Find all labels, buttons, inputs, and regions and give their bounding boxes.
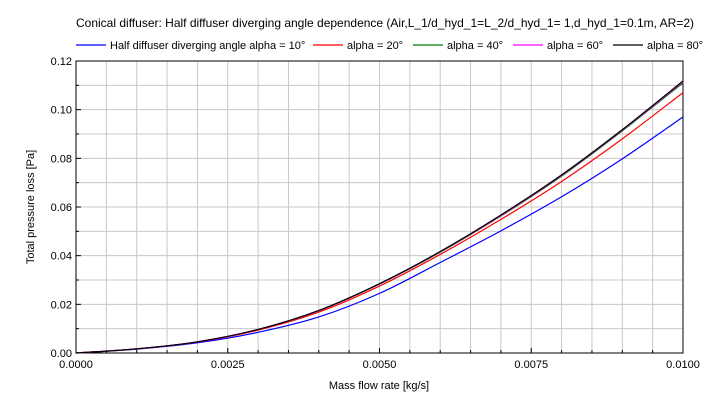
y-tick-label: 0.08 <box>51 153 72 165</box>
y-tick-label: 0.00 <box>51 348 72 360</box>
y-tick-label: 0.02 <box>51 299 72 311</box>
legend-label-3: alpha = 60° <box>547 40 603 52</box>
series-lines <box>75 80 684 354</box>
legend: Half diffuser diverging angle alpha = 10… <box>76 40 703 52</box>
x-tick-label: 0.0075 <box>514 359 548 371</box>
legend-label-4: alpha = 80° <box>647 40 703 52</box>
x-tick-label: 0.0025 <box>211 359 245 371</box>
y-tick-label: 0.06 <box>51 202 72 214</box>
chart-title: Conical diffuser: Half diffuser divergin… <box>76 16 694 30</box>
series-line-4 <box>75 80 684 354</box>
y-tick-label: 0.04 <box>51 251 72 263</box>
series-line-0 <box>75 116 684 354</box>
legend-label-0: Half diffuser diverging angle alpha = 10… <box>110 40 305 52</box>
x-tick-label: 0.0050 <box>363 359 397 371</box>
y-axis: 0.00 0.02 0.04 0.06 0.08 0.10 0.12 <box>51 56 81 360</box>
x-axis-label: Mass flow rate [kg/s] <box>329 380 429 392</box>
x-axis: 0.0000 0.0025 0.0050 0.0075 0.0100 <box>59 348 700 371</box>
legend-label-1: alpha = 20° <box>347 40 403 52</box>
x-tick-label: 0.0100 <box>666 359 700 371</box>
y-axis-label: Total pressure loss [Pa] <box>25 150 37 264</box>
grid <box>76 61 683 353</box>
y-tick-label: 0.10 <box>51 105 72 117</box>
legend-label-2: alpha = 40° <box>447 40 503 52</box>
x-tick-label: 0.0000 <box>59 359 93 371</box>
y-tick-label: 0.12 <box>51 56 72 68</box>
